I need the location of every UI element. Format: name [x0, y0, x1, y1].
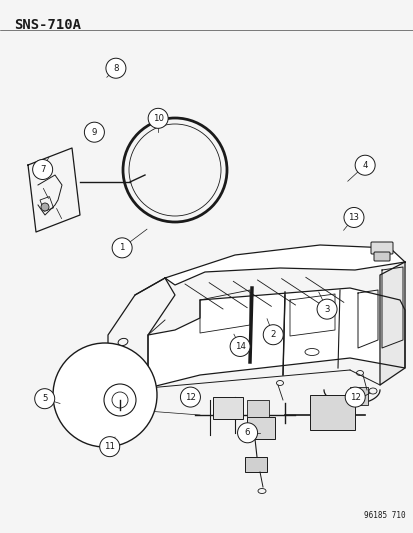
Bar — [244, 457, 266, 472]
Text: 7: 7 — [40, 165, 45, 174]
Circle shape — [53, 343, 157, 447]
Polygon shape — [147, 288, 404, 388]
Circle shape — [230, 336, 249, 357]
Circle shape — [33, 159, 52, 180]
Circle shape — [354, 155, 374, 175]
Text: 14: 14 — [234, 342, 245, 351]
Bar — [247, 400, 268, 417]
Circle shape — [316, 299, 336, 319]
Circle shape — [35, 389, 55, 409]
Text: 3: 3 — [323, 305, 329, 313]
Bar — [40, 197, 53, 211]
Text: 10: 10 — [152, 114, 163, 123]
Circle shape — [106, 58, 126, 78]
Text: 5: 5 — [42, 394, 47, 403]
Circle shape — [100, 437, 119, 457]
Text: 13: 13 — [348, 213, 358, 222]
FancyBboxPatch shape — [373, 252, 389, 261]
Text: SNS-710A: SNS-710A — [14, 18, 81, 32]
Polygon shape — [165, 245, 404, 285]
Circle shape — [148, 108, 168, 128]
Text: 12: 12 — [185, 393, 195, 401]
Circle shape — [237, 423, 257, 443]
Text: 8: 8 — [113, 64, 119, 72]
Bar — [212, 397, 242, 419]
Bar — [349, 387, 367, 405]
Text: 6: 6 — [244, 429, 250, 437]
Circle shape — [263, 325, 282, 345]
Circle shape — [343, 207, 363, 228]
Text: 4: 4 — [361, 161, 367, 169]
Circle shape — [84, 122, 104, 142]
Circle shape — [112, 238, 132, 258]
Text: 11: 11 — [104, 442, 115, 451]
Polygon shape — [379, 262, 404, 385]
FancyBboxPatch shape — [370, 242, 392, 254]
Text: 9: 9 — [92, 128, 97, 136]
Text: 2: 2 — [270, 330, 275, 339]
Circle shape — [344, 387, 364, 407]
Text: 96185 710: 96185 710 — [363, 511, 405, 520]
Bar — [247, 417, 274, 439]
Circle shape — [180, 387, 200, 407]
Text: 12: 12 — [349, 393, 360, 401]
Text: 1: 1 — [119, 244, 125, 252]
Bar — [309, 395, 354, 430]
Circle shape — [41, 203, 49, 211]
